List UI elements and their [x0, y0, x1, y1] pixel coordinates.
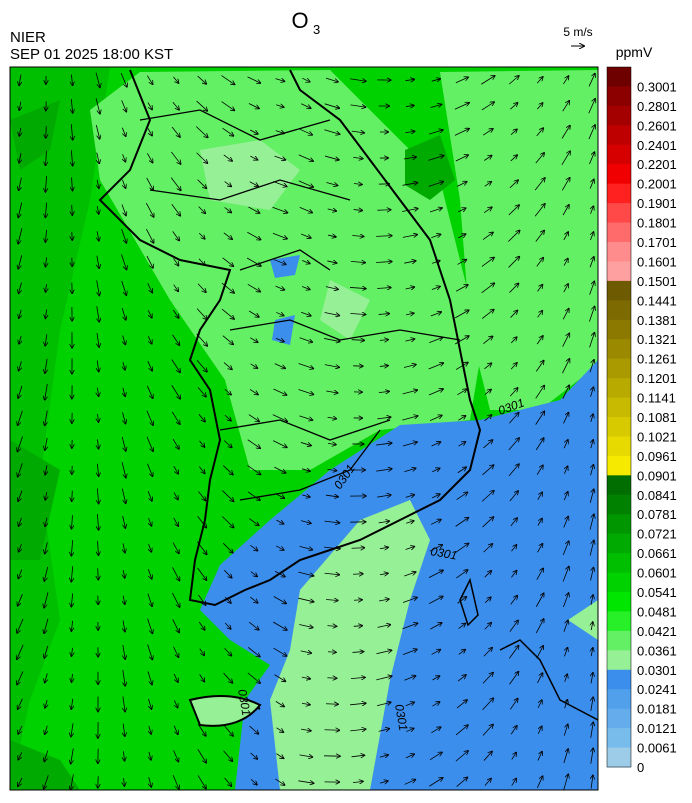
colorbar-label: 0.1141	[637, 391, 676, 406]
colorbar-label: 0.1901	[637, 196, 677, 211]
colorbar-box	[607, 339, 631, 359]
colorbar-box	[607, 164, 631, 184]
colorbar-label: 0.2201	[637, 157, 677, 172]
colorbar-label: 0.2801	[637, 99, 677, 114]
colorbar-label: 0.0781	[637, 507, 677, 522]
colorbar-label: 0.0301	[637, 663, 677, 678]
colorbar-label: 0.2001	[637, 177, 677, 192]
colorbar-box	[607, 281, 631, 301]
colorbar-label: 0.1201	[637, 371, 677, 386]
colorbar-label: 0	[637, 760, 644, 775]
colorbar-box	[607, 514, 631, 534]
colorbar-box	[607, 534, 631, 554]
colorbar-label: 0.2601	[637, 118, 677, 133]
colorbar-label: 0.0361	[637, 643, 677, 658]
colorbar-box	[607, 417, 631, 437]
colorbar-box	[607, 125, 631, 145]
wind-arrow	[326, 704, 338, 705]
colorbar-label: 0.0181	[637, 702, 677, 717]
colorbar-box	[607, 106, 631, 126]
colorbar-label: 0.0901	[637, 468, 677, 483]
colorbar-box	[607, 67, 631, 87]
wind-arrow	[327, 678, 336, 679]
colorbar-label: 0.1261	[637, 352, 677, 367]
colorbar-label: 0.0841	[637, 488, 677, 503]
colorbar-box	[607, 689, 631, 709]
colorbar-label: 0.3001	[637, 79, 677, 94]
title-subscript: 3	[313, 22, 320, 37]
colorbar-box	[607, 261, 631, 281]
colorbar-box	[607, 86, 631, 106]
wind-scale-label: 5 m/s	[563, 25, 592, 39]
wind-arrow	[377, 210, 390, 211]
colorbar-label: 0.1381	[637, 313, 677, 328]
colorbar-label: 0.0541	[637, 585, 677, 600]
colorbar-box	[607, 242, 631, 262]
colorbar-box	[607, 553, 631, 573]
colorbar-box	[607, 748, 631, 768]
colorbar-box	[607, 320, 631, 340]
colorbar-box	[607, 495, 631, 515]
agency: NIER	[10, 29, 46, 46]
colorbar-label: 0.0061	[637, 741, 677, 756]
colorbar-box	[607, 436, 631, 456]
colorbar-box	[607, 611, 631, 631]
colorbar-label: 0.0421	[637, 624, 677, 639]
colorbar-box	[607, 650, 631, 670]
timestamp: SEP 01 2025 18:00 KST	[10, 46, 173, 63]
colorbar-label: 0.0601	[637, 566, 677, 581]
colorbar-box	[607, 378, 631, 398]
colorbar-label: 0.1081	[637, 410, 677, 425]
colorbar-box	[607, 670, 631, 690]
colorbar-box	[607, 475, 631, 495]
colorbar-label: 0.0721	[637, 527, 677, 542]
colorbar-label: 0.1501	[637, 274, 677, 289]
colorbar-box	[607, 728, 631, 748]
colorbar-box	[607, 184, 631, 204]
colorbar-box	[607, 398, 631, 418]
colorbar: 0.3001 0.2801 0.2601 0.2401 0.2201 0.2001 0.19…	[607, 67, 677, 775]
colorbar-label: 0.1701	[637, 235, 677, 250]
colorbar-box	[607, 300, 631, 320]
map	[10, 67, 598, 790]
colorbar-box	[607, 709, 631, 729]
colorbar-label: 0.2401	[637, 138, 677, 153]
colorbar-box	[607, 145, 631, 165]
colorbar-box	[607, 203, 631, 223]
colorbar-label: 0.0121	[637, 721, 677, 736]
colorbar-label: 0.1601	[637, 254, 677, 269]
colorbar-label: 0.0961	[637, 449, 677, 464]
colorbar-box	[607, 573, 631, 593]
wind-arrow	[328, 652, 336, 653]
colorbar-label: 0.1021	[637, 429, 677, 444]
colorbar-label: 0.0481	[637, 604, 677, 619]
colorbar-box	[607, 456, 631, 476]
colorbar-box	[607, 223, 631, 243]
colorbar-label: 0.1441	[637, 293, 677, 308]
colorbar-box	[607, 359, 631, 379]
colorbar-box	[607, 592, 631, 612]
colorbar-label: 0.0661	[637, 546, 677, 561]
colorbar-label: 0.0241	[637, 682, 677, 697]
title: O	[291, 8, 308, 33]
colorbar-unit: ppmV	[616, 44, 653, 60]
colorbar-label: 0.1801	[637, 216, 677, 231]
colorbar-label: 0.1321	[637, 332, 677, 347]
colorbar-box	[607, 631, 631, 651]
